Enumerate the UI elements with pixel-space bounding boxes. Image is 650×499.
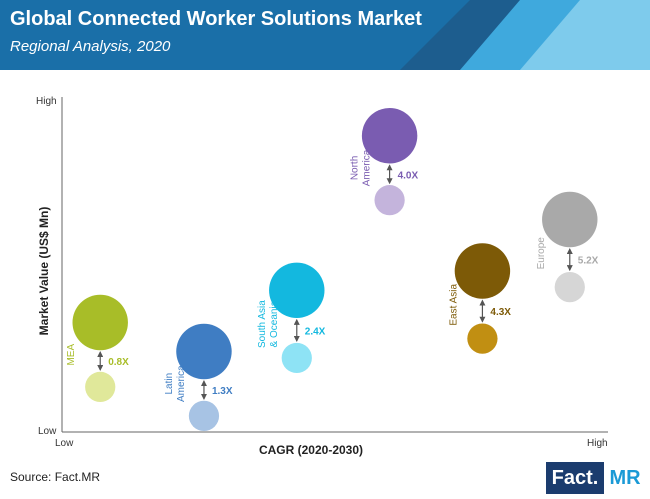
region-label-mea: MEA [66, 344, 77, 366]
region-label-latin-america: LatinAmerica [164, 365, 187, 402]
multiplier-label-mea: 0.8X [108, 357, 129, 368]
deco-stripe-light [520, 0, 650, 70]
bubble-group: 0.8X MEA 1.3X LatinAmerica 2.4X South Asia& O… [66, 108, 599, 432]
y-tick-high: High [36, 96, 57, 107]
source-note: Source: Fact.MR [10, 470, 101, 484]
bubble-small-latin-america [188, 400, 220, 432]
multiplier-label-latin-america: 1.3X [212, 386, 233, 397]
region-label-europe: Europe [536, 237, 547, 270]
bubble-small-mea [85, 371, 116, 403]
logo-mr-text: MR [604, 462, 646, 494]
logo-fact-text: Fact. [546, 462, 604, 494]
header-banner: Global Connected Worker Solutions Market… [0, 0, 650, 70]
bubble-large-latin-america [176, 323, 232, 380]
x-tick-low: Low [55, 438, 74, 449]
bubble-large-east-asia [454, 243, 511, 299]
y-tick-low: Low [38, 426, 57, 437]
bubble-large-mea [72, 294, 128, 351]
bubble-small-east-asia [467, 323, 498, 354]
bubble-small-south-asia-oceania [281, 342, 312, 374]
page-title: Global Connected Worker Solutions Market [10, 8, 422, 30]
region-label-east-asia: East Asia [448, 284, 459, 326]
bubble-large-north-america [361, 108, 418, 164]
multiplier-label-europe: 5.2X [578, 256, 599, 267]
bubble-large-south-asia-oceania [269, 262, 325, 319]
bubble-small-europe [554, 271, 585, 303]
x-axis-label: CAGR (2020-2030) [259, 443, 363, 457]
factmr-logo: Fact. MR [546, 462, 646, 494]
multiplier-label-north-america: 4.0X [398, 170, 419, 181]
bubble-large-europe [542, 191, 598, 248]
region-label-south-asia-oceania: South Asia& Oceania [257, 300, 280, 348]
bubble-small-north-america [374, 185, 405, 216]
region-label-north-america: NorthAmerica [350, 149, 373, 186]
page-subtitle: Regional Analysis, 2020 [10, 38, 171, 55]
multiplier-label-south-asia-oceania: 2.4X [305, 326, 326, 337]
y-axis-label: Market Value (US$ Mn) [37, 207, 51, 336]
header-decoration [400, 0, 650, 70]
multiplier-label-east-asia: 4.3X [490, 307, 511, 318]
x-tick-high: High [587, 438, 608, 449]
